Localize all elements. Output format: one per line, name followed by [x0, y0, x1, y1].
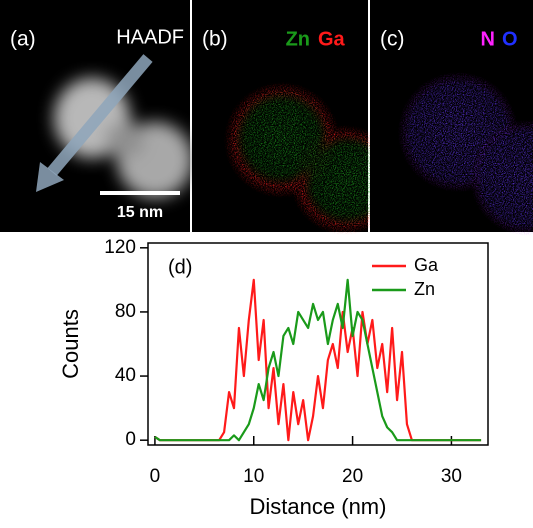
series-line — [154, 278, 482, 442]
scale-label: 15 nm — [117, 204, 163, 221]
x-tick-label: 30 — [441, 466, 462, 487]
panel-label: (b) — [202, 28, 228, 51]
line-chart: (d) Distance (nm) Counts 0 10 20 30 0 40 80 120… — [58, 237, 489, 519]
x-tick-label: 10 — [243, 466, 264, 487]
series-line — [154, 278, 482, 442]
y-axis-label: Counts — [58, 309, 83, 379]
arrow-head — [36, 162, 64, 192]
arrow-shaft — [47, 54, 153, 176]
legend-label: Zn — [414, 279, 435, 299]
element-label: N — [481, 28, 495, 50]
element-map — [398, 72, 533, 236]
panel-title: HAADF — [116, 26, 184, 48]
panel-label: (c) — [380, 28, 405, 51]
x-tick-label: 0 — [150, 466, 161, 487]
plot-frame — [147, 242, 489, 446]
y-tick-label: 120 — [104, 237, 136, 258]
x-axis-label: Distance (nm) — [250, 494, 387, 519]
panel-label: (d) — [168, 256, 192, 278]
element-label: Ga — [318, 28, 346, 50]
element-label: O — [502, 28, 518, 50]
element-label: Zn — [286, 28, 310, 50]
panel-label: (a) — [10, 28, 36, 51]
y-tick-label: 40 — [115, 365, 136, 386]
y-tick-label: 0 — [125, 429, 136, 450]
y-tick-label: 80 — [115, 301, 136, 322]
panel-b: (b) Zn Ga — [192, 0, 400, 235]
panel-a: 15 nm (a) HAADF — [0, 0, 193, 232]
legend-label: Ga — [414, 255, 439, 275]
x-tick-label: 20 — [342, 466, 363, 487]
panel-c: (c) N O — [370, 0, 533, 236]
